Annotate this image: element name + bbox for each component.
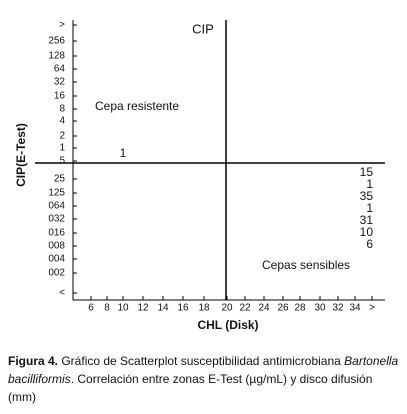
point-count: 35 bbox=[360, 189, 374, 203]
caption-text: Gráfico de Scatterplot susceptibilidad a… bbox=[58, 354, 345, 368]
x-tick-label: 14 bbox=[157, 303, 169, 314]
caption: Figura 4. Gráfico de Scatterplot suscept… bbox=[8, 352, 403, 406]
y-tick-label: 128 bbox=[48, 51, 65, 62]
top-label: CIP bbox=[192, 21, 214, 36]
y-tick-label: 008 bbox=[48, 241, 65, 252]
x-tick-label: 22 bbox=[239, 303, 251, 314]
point-count: 6 bbox=[366, 237, 373, 251]
x-tick-label: 8 bbox=[104, 303, 110, 314]
y-tick-label: 16 bbox=[54, 91, 66, 102]
y-tick-label: 4 bbox=[59, 116, 65, 127]
point-count: 10 bbox=[360, 225, 374, 239]
y-tick-label: < bbox=[59, 288, 65, 299]
x-tick-label: 34 bbox=[349, 303, 361, 314]
figure: CIP CIP(E-Test) CHL (Disk) Cepa resisten… bbox=[14, 20, 385, 332]
y-tick-label: 125 bbox=[48, 188, 65, 199]
quadrant-label: Cepas sensibles bbox=[262, 258, 350, 272]
caption-italic: Bartonella bacilliformis bbox=[8, 354, 399, 386]
x-tick-label: 30 bbox=[314, 303, 326, 314]
point-count: 1 bbox=[120, 146, 127, 160]
x-tick-label: 28 bbox=[294, 303, 306, 314]
y-tick-label: 2 bbox=[59, 131, 65, 142]
quadrant-label: Cepa resistente bbox=[95, 99, 179, 113]
y-tick-label: 8 bbox=[59, 104, 65, 115]
y-tick-label: 32 bbox=[54, 77, 66, 88]
x-tick-label: 12 bbox=[137, 303, 149, 314]
y-tick-label: 032 bbox=[48, 214, 65, 225]
x-tick-label: 32 bbox=[332, 303, 344, 314]
y-tick-label: 064 bbox=[48, 201, 65, 212]
x-tick-label: > bbox=[369, 303, 375, 314]
caption-label: Figura 4. bbox=[8, 354, 59, 368]
y-tick-label: 004 bbox=[48, 254, 65, 265]
x-tick-label: 26 bbox=[277, 303, 289, 314]
y-tick-label: 64 bbox=[54, 64, 66, 75]
point-count: 15 bbox=[360, 165, 374, 179]
y-tick-label: 002 bbox=[48, 268, 65, 279]
x-tick-label: 18 bbox=[198, 303, 210, 314]
y-tick-label: > bbox=[59, 20, 65, 31]
y-axis-title: CIP(E-Test) bbox=[14, 123, 28, 187]
x-tick-label: 16 bbox=[177, 303, 189, 314]
y-tick-label: 016 bbox=[48, 228, 65, 239]
point-count: 31 bbox=[360, 213, 374, 227]
x-tick-label: 10 bbox=[117, 303, 129, 314]
y-tick-label: 25 bbox=[54, 174, 66, 185]
y-tick-label: 256 bbox=[48, 36, 65, 47]
point-count: 1 bbox=[366, 201, 373, 215]
point-count: 1 bbox=[366, 177, 373, 191]
y-tick-label: 5 bbox=[59, 156, 65, 167]
x-tick-label: 24 bbox=[258, 303, 270, 314]
caption-text: . Correlación entre zonas E-Test (µg/mL)… bbox=[8, 372, 373, 404]
x-tick-label: 20 bbox=[221, 303, 233, 314]
x-axis-title: CHL (Disk) bbox=[197, 318, 258, 332]
x-tick-label: 6 bbox=[88, 303, 94, 314]
y-tick-label: 1 bbox=[59, 143, 65, 154]
